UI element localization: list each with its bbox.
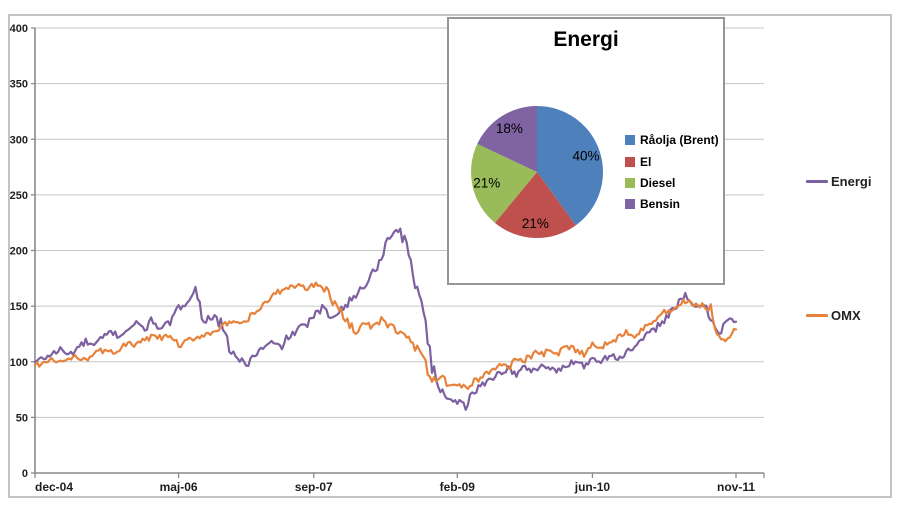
pie-legend-label: Bensin bbox=[640, 197, 681, 211]
x-axis-label: feb-09 bbox=[440, 480, 476, 494]
y-axis-label: 200 bbox=[10, 246, 28, 258]
y-axis-label: 400 bbox=[10, 23, 28, 35]
pie-chart-inset: 40% 21% 21% 18% Energi Råolja (Brent) El Di… bbox=[447, 17, 725, 285]
pie-legend-item-raolja: Råolja (Brent) bbox=[625, 132, 719, 148]
line-series-omx bbox=[33, 281, 738, 390]
x-axis-label: nov-11 bbox=[717, 480, 755, 494]
y-axis-label: 50 bbox=[16, 412, 28, 424]
pie-legend-item-bensin: Bensin bbox=[625, 196, 680, 212]
legend-item-energi: Energi bbox=[806, 174, 871, 189]
pie-legend-item-el: El bbox=[625, 154, 651, 170]
y-axis-label: 150 bbox=[10, 301, 28, 313]
legend-label-energi: Energi bbox=[831, 174, 872, 189]
y-axis-label: 0 bbox=[22, 468, 28, 480]
raolja-swatch bbox=[625, 135, 635, 145]
bensin-swatch bbox=[625, 199, 635, 209]
line-series-energi bbox=[33, 227, 738, 411]
pie-slice-2 bbox=[494, 172, 576, 238]
x-axis-label: maj-06 bbox=[160, 480, 198, 494]
diesel-swatch bbox=[625, 178, 635, 188]
omx-line-swatch bbox=[806, 314, 828, 317]
pie-legend-label: Råolja (Brent) bbox=[640, 133, 719, 147]
y-axis-label: 100 bbox=[10, 357, 28, 369]
legend-item-omx: OMX bbox=[806, 308, 861, 323]
x-axis-label: jun-10 bbox=[574, 480, 611, 494]
pie-slice-1 bbox=[537, 106, 604, 226]
y-axis-label: 300 bbox=[10, 134, 28, 146]
x-axis-label: sep-07 bbox=[295, 480, 333, 494]
pie-percent-label: 18% bbox=[496, 121, 523, 136]
pie-percent-label: 21% bbox=[522, 216, 549, 231]
pie-slice-3 bbox=[471, 143, 537, 223]
x-axis-label: dec-04 bbox=[35, 480, 73, 494]
pie-slice-4 bbox=[477, 106, 537, 172]
legend-label-omx: OMX bbox=[831, 308, 861, 323]
pie-percent-label: 40% bbox=[572, 149, 599, 164]
pie-chart: 40% 21% 21% 18% bbox=[471, 106, 604, 238]
pie-chart-title: Energi bbox=[553, 28, 619, 51]
y-axis-label: 350 bbox=[10, 79, 28, 91]
el-swatch bbox=[625, 157, 635, 167]
pie-legend-item-diesel: Diesel bbox=[625, 175, 675, 191]
pie-legend-label: Diesel bbox=[640, 176, 676, 190]
y-axis-label: 250 bbox=[10, 190, 28, 202]
pie-percent-label: 21% bbox=[473, 176, 500, 191]
energi-line-swatch bbox=[806, 180, 828, 183]
pie-legend-label: El bbox=[640, 155, 652, 169]
